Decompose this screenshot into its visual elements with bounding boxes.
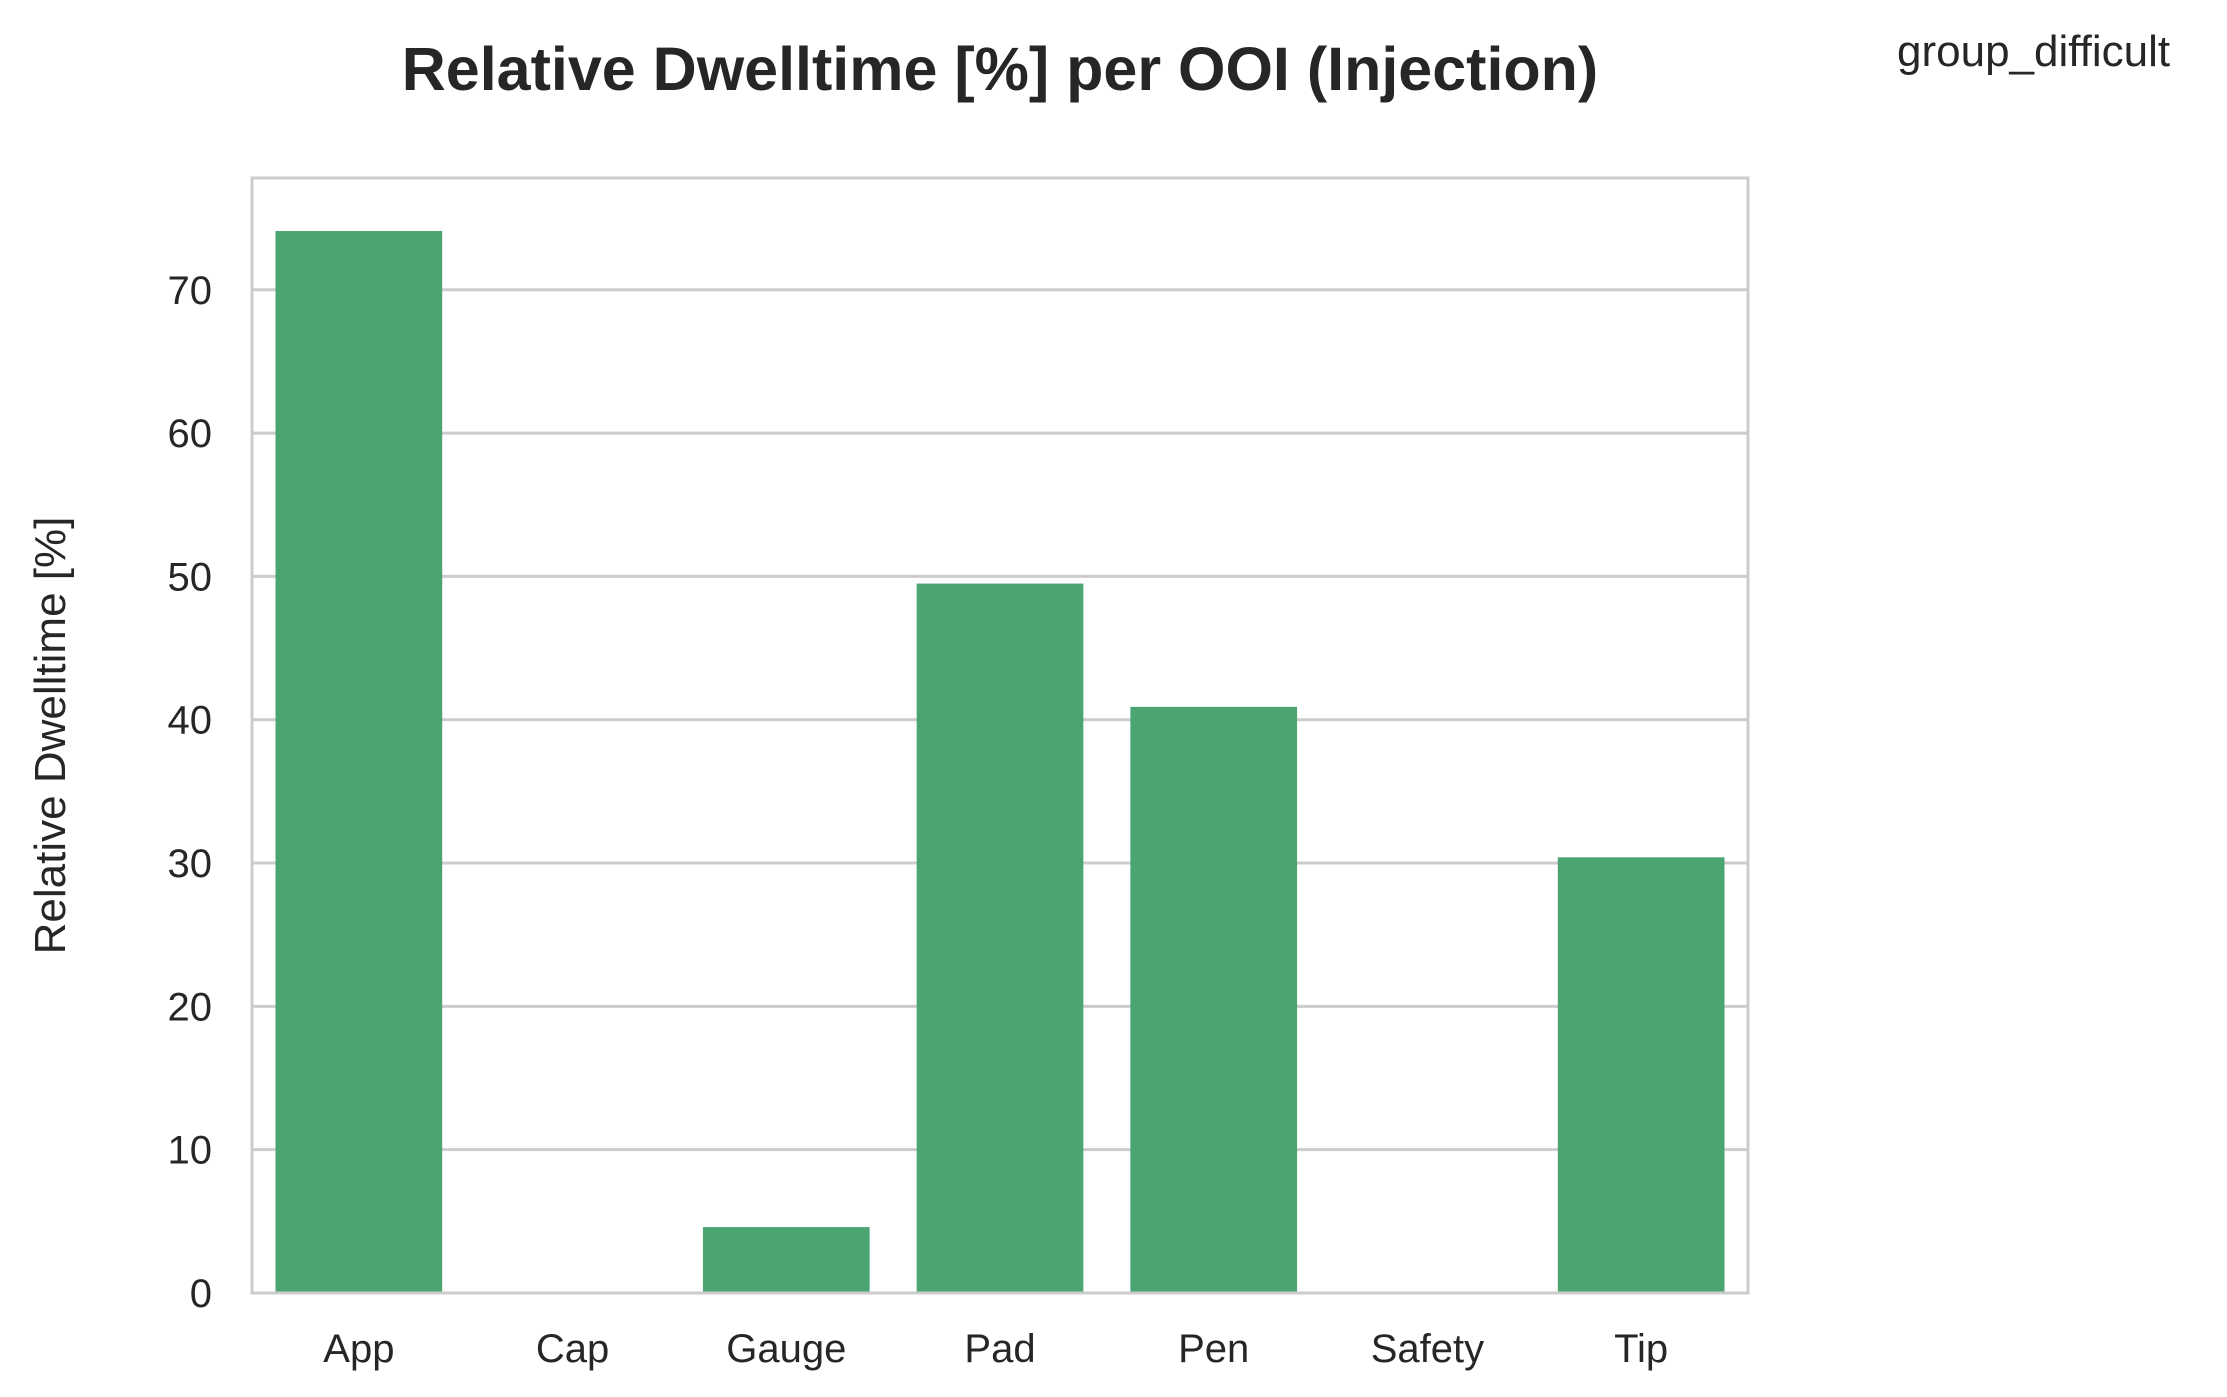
y-axis-label: Relative Dwelltime [%] [26, 517, 75, 955]
y-tick-label: 70 [168, 269, 213, 313]
y-tick-label: 0 [190, 1272, 212, 1316]
x-tick-label: Cap [536, 1327, 609, 1371]
x-tick-label: Tip [1614, 1327, 1668, 1371]
y-tick-label: 50 [168, 555, 213, 599]
bar-tip [1557, 857, 1725, 1293]
x-tick-label: Safety [1371, 1327, 1484, 1371]
y-tick-label: 60 [168, 412, 213, 456]
legend-title: group_difficult [1897, 27, 2170, 76]
y-tick-label: 30 [168, 842, 213, 886]
y-axis-ticks: 0 10 20 30 40 50 60 70 [168, 269, 213, 1316]
x-tick-label: Pad [964, 1327, 1035, 1371]
bar-app [275, 231, 443, 1294]
x-tick-label: App [323, 1327, 394, 1371]
bar-pen [1130, 706, 1298, 1293]
plot-frame [250, 176, 1750, 1295]
x-tick-label: Gauge [726, 1327, 846, 1371]
bar-pad [916, 583, 1084, 1293]
y-tick-label: 10 [168, 1129, 213, 1173]
y-tick-label: 20 [168, 985, 213, 1029]
bars [275, 231, 1725, 1294]
chart-title: Relative Dwelltime [%] per OOI (Injectio… [402, 35, 1599, 103]
bar-gauge [702, 1227, 870, 1293]
x-axis-ticks: App Cap Gauge Pad Pen Safety Tip [323, 1327, 1668, 1371]
y-tick-label: 40 [168, 699, 213, 743]
x-tick-label: Pen [1178, 1327, 1249, 1371]
